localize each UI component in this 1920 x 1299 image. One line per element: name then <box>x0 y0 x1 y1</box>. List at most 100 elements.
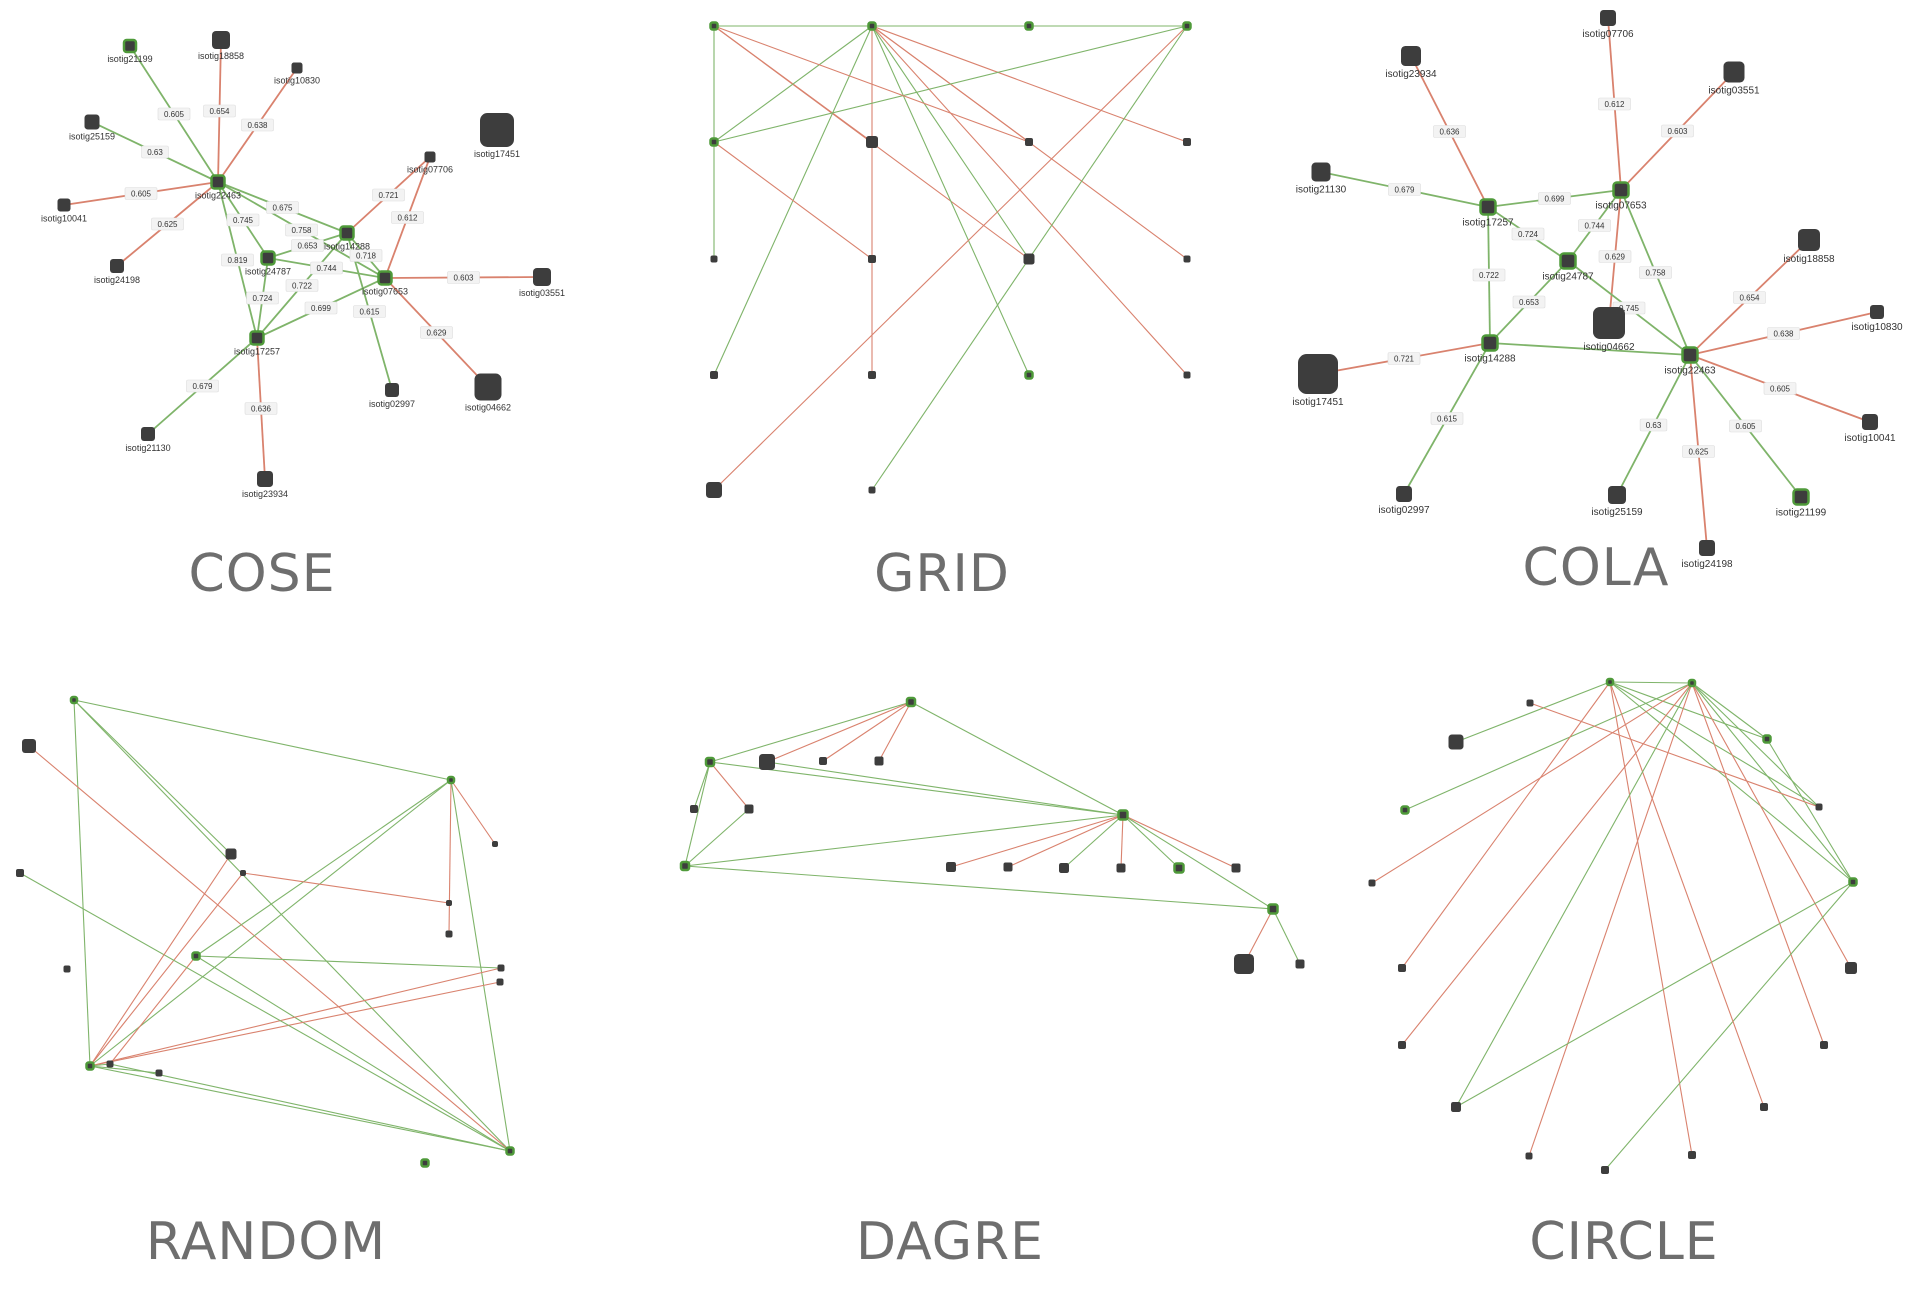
node-r5[interactable] <box>16 869 24 877</box>
edge-c5-c10[interactable] <box>1604 881 1854 1171</box>
node-isotig21130[interactable] <box>1311 162 1331 182</box>
edge-r2-r17[interactable] <box>28 745 511 1152</box>
edge-c2-c3[interactable] <box>1691 682 1768 740</box>
node-r9[interactable] <box>191 951 201 961</box>
node-d10[interactable] <box>946 862 956 872</box>
edge-d2-d8[interactable] <box>684 761 711 867</box>
edge-r3-r4[interactable] <box>450 779 496 845</box>
node-d18[interactable] <box>1295 959 1305 969</box>
node-d17[interactable] <box>1234 954 1254 974</box>
node-isotig10830[interactable] <box>1870 305 1884 319</box>
node-r17[interactable] <box>505 1146 515 1156</box>
node-g6[interactable] <box>866 136 878 148</box>
edge-g4-g5[interactable] <box>713 25 1188 143</box>
node-c12[interactable] <box>1451 1102 1461 1112</box>
edge-d1-d4[interactable] <box>822 701 912 762</box>
edge-d3-d9[interactable] <box>766 761 1124 816</box>
edge-r15-r17[interactable] <box>109 1063 511 1152</box>
edge-c2-c13[interactable] <box>1401 682 1693 1046</box>
node-c6[interactable] <box>1845 962 1857 974</box>
node-c3[interactable] <box>1762 734 1772 744</box>
node-g18[interactable] <box>868 486 876 494</box>
node-r7[interactable] <box>240 870 246 876</box>
edge-d9-d15[interactable] <box>1122 814 1237 869</box>
node-isotig02997[interactable] <box>1396 486 1412 502</box>
graph-cola[interactable]: 0.612 0.636 0.603 0.679 0.699 0.724 0.744 0.629… <box>1280 0 1920 570</box>
node-isotig14288[interactable] <box>339 225 355 241</box>
node-g9[interactable] <box>710 255 718 263</box>
edge-c2-c11[interactable] <box>1528 682 1693 1157</box>
node-isotig24198[interactable] <box>110 259 124 273</box>
node-g4[interactable] <box>1182 21 1192 31</box>
node-r8[interactable] <box>446 900 452 906</box>
edge-c1-c9[interactable] <box>1609 681 1693 1156</box>
edge-g4-g17[interactable] <box>713 25 1188 491</box>
node-d12[interactable] <box>1059 863 1069 873</box>
edge-d1-d2[interactable] <box>709 701 912 763</box>
node-c5[interactable] <box>1848 877 1858 887</box>
edge-r9-r15[interactable] <box>109 955 197 1065</box>
node-d1[interactable] <box>905 696 917 708</box>
edge-d9-d11[interactable] <box>1007 814 1124 868</box>
node-g2[interactable] <box>867 21 877 31</box>
node-isotig04662[interactable] <box>474 373 502 401</box>
node-isotig17451[interactable] <box>1298 354 1338 394</box>
node-d14[interactable] <box>1173 862 1185 874</box>
node-d6[interactable] <box>690 805 698 813</box>
edge-d1-d3[interactable] <box>766 701 912 763</box>
edge-c1-c3[interactable] <box>1609 681 1768 740</box>
node-isotig25159[interactable] <box>84 114 100 130</box>
node-g8[interactable] <box>1183 138 1191 146</box>
node-g10[interactable] <box>868 255 876 263</box>
node-isotig07706[interactable] <box>1600 10 1616 26</box>
edge-r3-r10[interactable] <box>448 779 452 935</box>
edge-d1-d5[interactable] <box>878 701 912 762</box>
node-d15[interactable] <box>1231 863 1241 873</box>
node-isotig23934[interactable] <box>257 471 273 487</box>
node-r15[interactable] <box>106 1060 114 1068</box>
edge-r12-r14[interactable] <box>89 967 502 1067</box>
node-d9[interactable] <box>1117 809 1129 821</box>
node-r3[interactable] <box>446 775 456 785</box>
edge-g2-g5[interactable] <box>713 25 873 143</box>
node-isotig02997[interactable] <box>385 383 399 397</box>
node-d11[interactable] <box>1003 862 1013 872</box>
node-isotig24787[interactable] <box>260 250 276 266</box>
node-isotig23934[interactable] <box>1401 46 1421 66</box>
node-isotig10041[interactable] <box>57 198 71 212</box>
node-isotig17451[interactable] <box>480 113 514 147</box>
node-isotig07653[interactable] <box>377 270 393 286</box>
node-isotig18858[interactable] <box>212 31 230 49</box>
node-isotig22463[interactable] <box>210 174 226 190</box>
node-isotig10041[interactable] <box>1862 414 1878 430</box>
node-r18[interactable] <box>420 1158 430 1168</box>
node-isotig03551[interactable] <box>533 268 551 286</box>
edge-r5-r17[interactable] <box>19 872 511 1152</box>
node-isotig07706[interactable] <box>424 151 436 163</box>
edge-d8-d16[interactable] <box>684 865 1274 910</box>
node-d7[interactable] <box>744 804 754 814</box>
edge-r1-r6[interactable] <box>73 699 232 855</box>
node-isotig10830[interactable] <box>291 62 303 74</box>
edge-g5-g10[interactable] <box>713 141 873 260</box>
node-r13[interactable] <box>496 978 504 986</box>
node-c16[interactable] <box>1400 805 1410 815</box>
edge-c1-c8[interactable] <box>1609 681 1765 1108</box>
node-isotig21130[interactable] <box>141 427 155 441</box>
node-c14[interactable] <box>1398 964 1406 972</box>
node-isotig14288[interactable] <box>1481 334 1499 352</box>
edge-c2-c16[interactable] <box>1404 682 1693 811</box>
node-d5[interactable] <box>874 756 884 766</box>
node-g15[interactable] <box>1024 370 1034 380</box>
node-r2[interactable] <box>22 739 36 753</box>
node-g16[interactable] <box>1183 371 1191 379</box>
graph-circle[interactable] <box>1280 660 1920 1220</box>
node-c18[interactable] <box>1526 699 1534 707</box>
edge-c2-c7[interactable] <box>1691 682 1825 1046</box>
edge-r9-r12[interactable] <box>195 955 502 969</box>
edge-d2-d7[interactable] <box>709 761 750 810</box>
node-g13[interactable] <box>710 371 718 379</box>
node-r14[interactable] <box>85 1061 95 1071</box>
node-c15[interactable] <box>1368 879 1376 887</box>
edge-d8-d9[interactable] <box>684 814 1124 867</box>
